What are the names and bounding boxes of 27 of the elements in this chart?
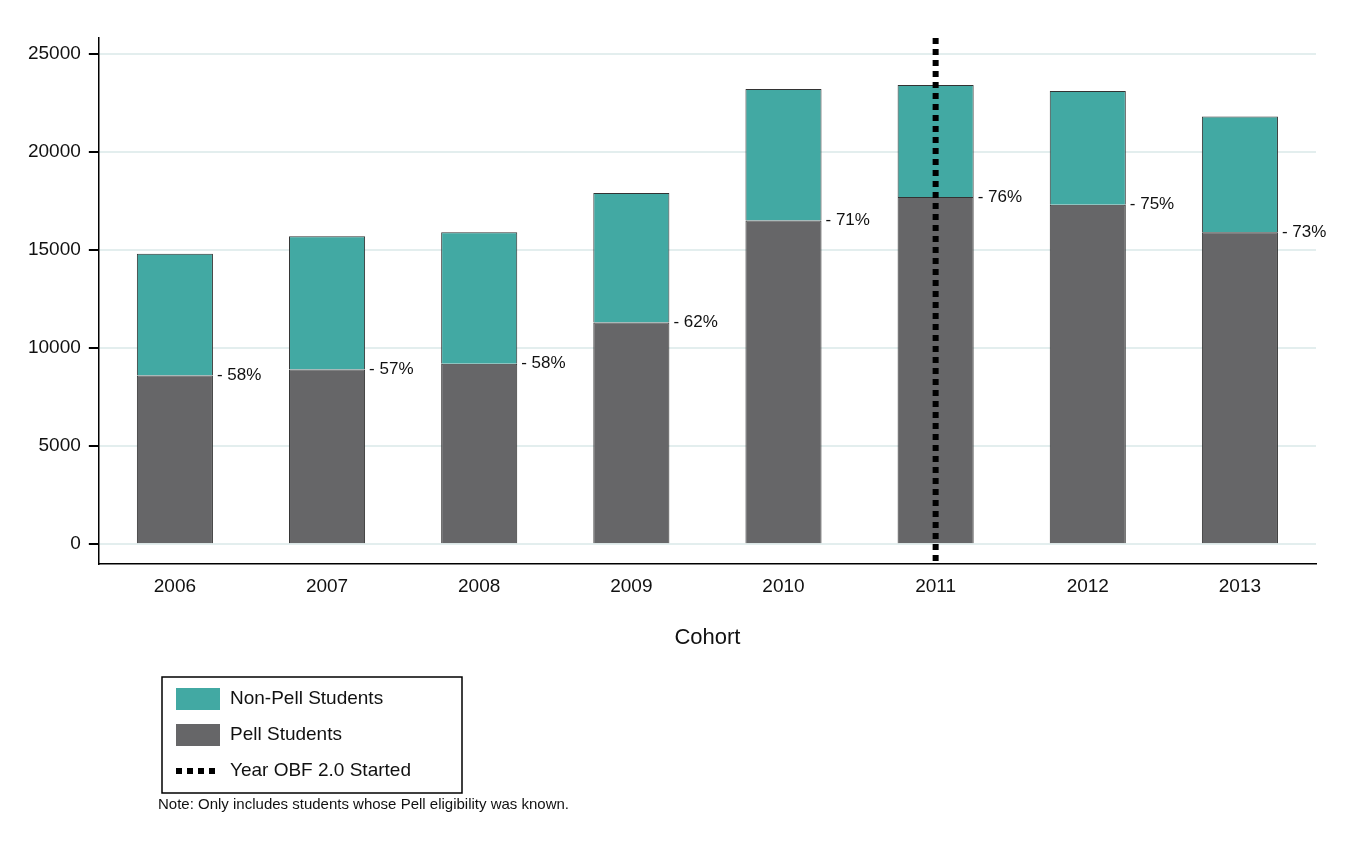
annotation: - 62% [673,312,718,332]
annotation: - 76% [977,186,1023,206]
annotation: - 57% [369,359,414,379]
x-tick-label: 2012 [1066,575,1109,597]
y-tick-label: 20000 [27,140,81,162]
x-tick-label: 2007 [305,575,349,597]
y-tick-label: 5000 [38,434,81,456]
x-tick-label: 2013 [1218,575,1262,597]
x-tick-label: 2008 [458,575,501,597]
legend-label: Pell Students [230,723,342,745]
annotation: - 58% [216,365,262,385]
x-tick-label: 2010 [762,575,805,597]
x-tick-label: 2006 [153,575,197,597]
x-tick-label: 2009 [610,575,653,597]
y-tick-label: 25000 [27,41,81,63]
legend-label: Non-Pell Students [230,687,384,709]
x-axis-title: Cohort [674,623,741,649]
annotation: - 71% [825,210,870,230]
annotation: - 75% [1129,194,1175,214]
annotation: - 58% [521,353,566,373]
annotation: - 73% [1281,221,1327,241]
text: Note: Only includes students whose Pell eligibility was known. [158,795,571,812]
y-tick-label: 0 [70,532,81,554]
y-tick-label: 10000 [27,336,81,358]
y-tick-label: 15000 [27,238,81,260]
legend-label: Year OBF 2.0 Started [230,759,411,781]
x-tick-label: 2011 [915,575,957,597]
